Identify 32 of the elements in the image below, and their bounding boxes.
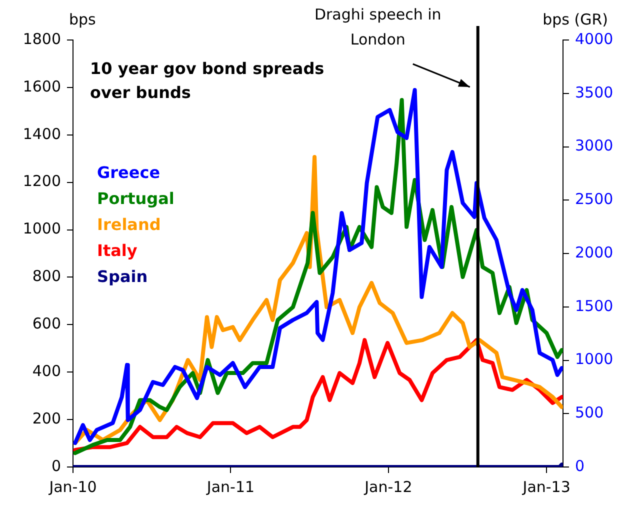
y-tick-label: 1400 bbox=[22, 124, 61, 143]
y2-tick-label: 2500 bbox=[575, 190, 614, 208]
text: 10 year gov bond spreads over bunds bbox=[90, 59, 324, 102]
y-tick-label: 800 bbox=[32, 267, 61, 286]
text: Ireland bbox=[97, 215, 161, 234]
x-tick-label: Jan-12 bbox=[364, 478, 412, 496]
y-tick-label: 1800 bbox=[22, 30, 61, 48]
y2-tick-label: 3000 bbox=[575, 136, 614, 155]
y2-tick-label: 2000 bbox=[575, 243, 614, 262]
y2-tick-label: 4000 bbox=[575, 30, 614, 48]
text: Greece bbox=[97, 163, 160, 182]
y2-tick-label: 0 bbox=[575, 456, 585, 475]
y-tick-label: 0 bbox=[51, 456, 61, 475]
text: Spain bbox=[97, 267, 148, 286]
y2-tick-label: 500 bbox=[575, 404, 604, 422]
y2-tick-label: 1000 bbox=[575, 350, 614, 368]
x-tick-label: Jan-13 bbox=[522, 478, 570, 496]
y-tick-label: 400 bbox=[32, 362, 61, 380]
y2-tick-label: 3500 bbox=[575, 83, 614, 102]
y2-tick-label: 1500 bbox=[575, 296, 614, 315]
y2-axis-title: bps (GR) bbox=[542, 10, 608, 28]
y-tick-label: 1200 bbox=[22, 172, 61, 190]
x-tick-label: Jan-11 bbox=[206, 478, 255, 496]
text: Italy bbox=[97, 241, 138, 260]
y-tick-label: 1000 bbox=[22, 220, 61, 238]
ref-line-label: Draghi speech in London bbox=[314, 5, 442, 48]
y-tick-label: 200 bbox=[32, 409, 61, 428]
y-axis-title: bps bbox=[69, 10, 96, 28]
x-tick-label: Jan-10 bbox=[48, 478, 97, 496]
text: Portugal bbox=[97, 189, 174, 208]
y-tick-label: 600 bbox=[32, 314, 61, 333]
y-tick-label: 1600 bbox=[22, 77, 61, 96]
